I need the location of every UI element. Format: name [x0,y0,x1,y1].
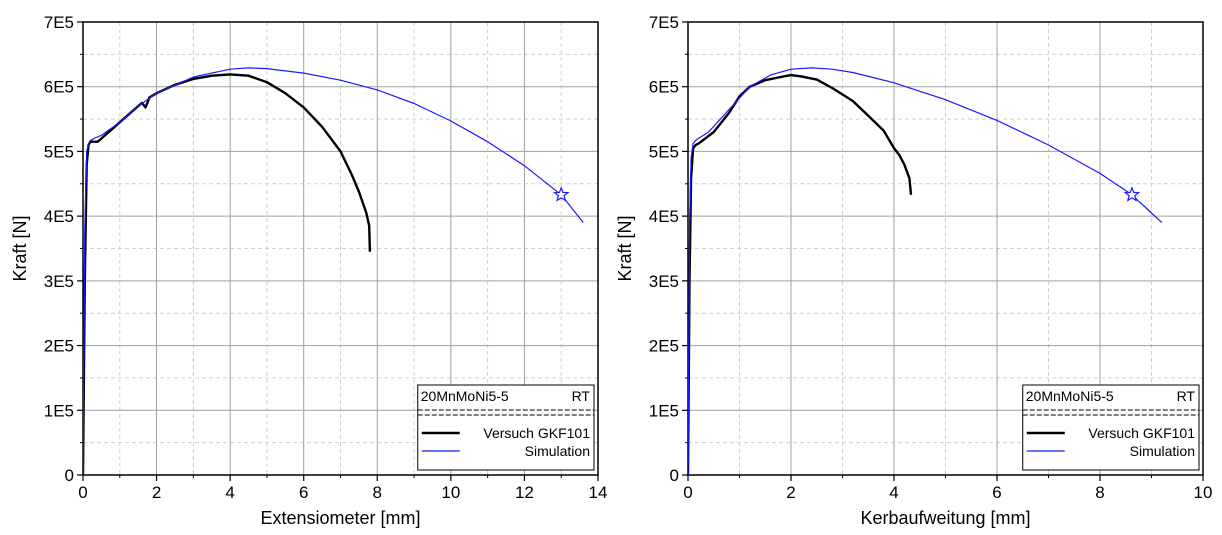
x-tick-label: 2 [152,483,161,502]
legend-entry-label: Simulation [525,443,590,459]
y-axis-label: Kraft [N] [615,215,635,281]
y-tick-label: 1E5 [44,401,74,420]
legend-header-left: 20MnMoNi5-5 [421,388,509,404]
legend-entry-label: Versuch GKF101 [483,425,590,441]
y-tick-label: 6E5 [649,78,679,97]
x-tick-label: 2 [786,483,795,502]
legend-header-right: RT [572,388,591,404]
x-tick-label: 8 [373,483,382,502]
y-tick-label: 0 [670,466,679,485]
x-tick-label: 4 [225,483,234,502]
y-tick-label: 2E5 [649,337,679,356]
y-tick-label: 7E5 [44,13,74,32]
legend: 20MnMoNi5-5 RT Versuch GKF101 Simulation [1022,384,1200,471]
series-line-simulation [83,67,584,475]
chart-panel-2: 0 2 4 6 8 10 0 1E5 2E5 3E5 4E5 5E5 6E5 7E5 Kerbaufweit… [615,13,1212,528]
y-tick-label: 4E5 [44,207,74,226]
x-tick-label: 12 [515,483,534,502]
legend-header-right: RT [1177,388,1196,404]
x-tick-label: 10 [441,483,460,502]
y-tick-label: 1E5 [649,401,679,420]
x-tick-label: 8 [1095,483,1104,502]
series-line-versuch [688,73,913,475]
x-tick-label: 0 [683,483,692,502]
x-axis-label: Extensiometer [mm] [260,508,420,528]
x-tick-label: 0 [78,483,87,502]
x-tick-label: 4 [889,483,898,502]
y-tick-label: 3E5 [44,272,74,291]
y-tick-label: 3E5 [649,272,679,291]
x-tick-label: 10 [1194,483,1213,502]
legend-box [417,384,595,471]
star-marker [1123,186,1141,202]
y-tick-label: 7E5 [649,13,679,32]
legend-entry-label: Simulation [1130,443,1195,459]
y-axis-label: Kraft [N] [10,215,30,281]
y-tick-label: 0 [65,466,74,485]
y-tick-label: 6E5 [44,78,74,97]
star-marker [552,186,570,202]
series-line-versuch [83,73,372,475]
y-tick-label: 5E5 [44,142,74,161]
legend-entry-label: Versuch GKF101 [1088,425,1195,441]
series-line-simulation [688,67,1163,475]
x-tick-label: 14 [589,483,608,502]
y-tick-label: 2E5 [44,337,74,356]
x-tick-label: 6 [299,483,308,502]
y-tick-label: 5E5 [649,142,679,161]
y-tick-label: 4E5 [649,207,679,226]
legend-header-left: 20MnMoNi5-5 [1026,388,1114,404]
x-tick-label: 6 [992,483,1001,502]
chart-panel-1: 0 2 4 6 8 10 12 14 0 1E5 2E5 3E5 4E5 5E5 6E5 7E5 Extensi… [10,13,607,528]
x-axis-label: Kerbaufweitung [mm] [860,508,1030,528]
legend: 20MnMoNi5-5 RT Versuch GKF101 Simulation [417,384,595,471]
legend-box [1022,384,1200,471]
